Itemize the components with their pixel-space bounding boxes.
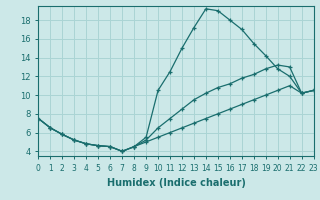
X-axis label: Humidex (Indice chaleur): Humidex (Indice chaleur) bbox=[107, 178, 245, 188]
